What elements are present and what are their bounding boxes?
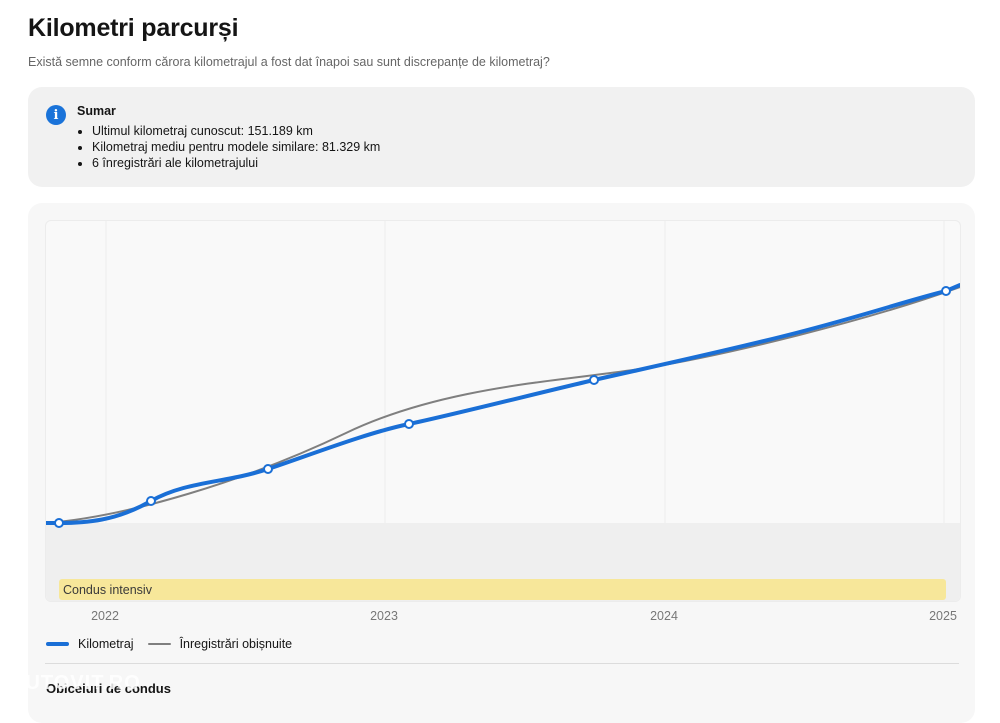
mileage-point-5 (589, 375, 599, 385)
x-tick-2024: 2024 (650, 609, 678, 623)
summary-item-average-mileage: Kilometraj mediu pentru modele similare:… (92, 139, 380, 155)
x-tick-2023: 2023 (370, 609, 398, 623)
intensive-driving-label: Condus intensiv (63, 583, 153, 597)
mileage-point-3 (263, 464, 273, 474)
page-title: Kilometri parcurși (28, 14, 239, 42)
mileage-point-1 (54, 518, 64, 528)
x-tick-2025: 2025 (929, 609, 957, 623)
summary-list: Ultimul kilometraj cunoscut: 151.189 km … (77, 123, 380, 171)
summary-item-record-count: 6 înregistrări ale kilometrajului (92, 155, 380, 171)
section-divider (45, 663, 959, 664)
summary-item-last-mileage: Ultimul kilometraj cunoscut: 151.189 km (92, 123, 380, 139)
info-icon: i (46, 105, 66, 125)
chart-legend: Kilometraj Înregistrări obișnuite (46, 637, 306, 651)
intensive-driving-band (59, 579, 946, 600)
watermark-logo: AUTOVIT.RO (10, 672, 141, 694)
legend-swatch-mileage (46, 642, 69, 646)
summary-title: Sumar (77, 104, 116, 118)
series-line-typical (46, 286, 960, 524)
mileage-point-4 (404, 419, 414, 429)
x-axis: 2022 2023 2024 2025 (91, 609, 957, 623)
mileage-point-6 (941, 286, 951, 296)
legend-item-mileage: Kilometraj (46, 637, 134, 651)
legend-item-typical: Înregistrări obișnuite (147, 637, 293, 651)
mileage-chart: Condus intensiv (45, 220, 961, 602)
legend-label-typical: Înregistrări obișnuite (179, 637, 293, 651)
summary-card: i Sumar Ultimul kilometraj cunoscut: 151… (28, 87, 975, 187)
page-subtitle: Există semne conform cărora kilometrajul… (28, 55, 550, 69)
driving-habits-heading: Obiceiuri de condus (46, 681, 171, 696)
legend-swatch-typical (147, 643, 171, 645)
mileage-point-2 (146, 496, 156, 506)
x-tick-2022: 2022 (91, 609, 119, 623)
legend-label-mileage: Kilometraj (78, 637, 134, 651)
series-line-mileage (46, 283, 960, 525)
mileage-chart-card: Condus intensiv 2022 2023 2024 2025 Kilo… (28, 203, 975, 723)
mileage-chart-svg: Condus intensiv (46, 221, 960, 601)
